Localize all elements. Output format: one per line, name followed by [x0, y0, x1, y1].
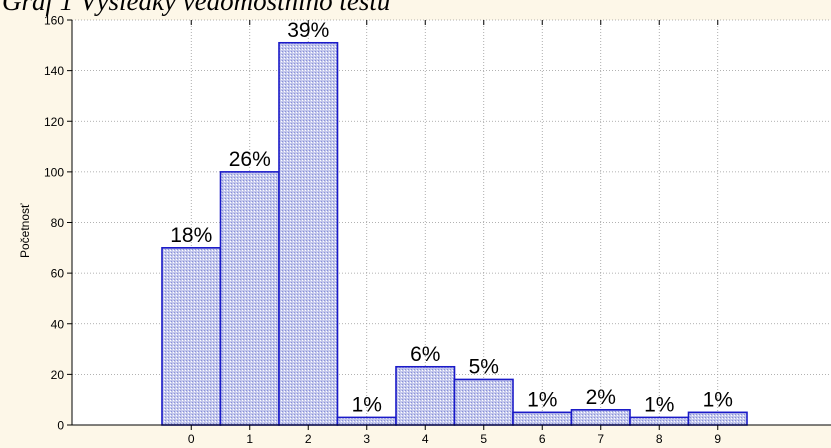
bar [278, 41, 339, 426]
axes: 0 20 40 60 80 100 120 140 160 0 1 2 3 4 5 6 7 8 9 [44, 14, 831, 446]
x-tick-label: 5 [480, 432, 487, 446]
y-tick-label: 60 [51, 267, 65, 281]
data-labels: 18% 26% 39% 1% 6% 5% 1% 2% 1% 1% [170, 19, 733, 417]
y-tick-label: 140 [44, 64, 64, 78]
data-label: 6% [410, 343, 440, 366]
y-tick-label: 120 [44, 115, 64, 129]
data-label: 1% [352, 393, 382, 416]
data-label: 5% [469, 355, 499, 378]
y-tick-label: 20 [51, 368, 65, 382]
x-tick-label: 4 [422, 432, 429, 446]
y-tick-label: 160 [44, 14, 64, 28]
bar [570, 409, 631, 426]
y-tick-label: 80 [51, 216, 65, 230]
x-tick-label: 1 [246, 432, 253, 446]
bar [219, 171, 280, 426]
bars [161, 41, 748, 426]
x-tick-label: 0 [188, 432, 195, 446]
data-label: 26% [229, 148, 271, 171]
data-label: 1% [527, 388, 557, 411]
x-tick-label: 2 [305, 432, 312, 446]
bar [512, 411, 573, 426]
data-label: 1% [703, 388, 733, 411]
data-label: 1% [644, 393, 674, 416]
bar [395, 365, 456, 426]
bar [687, 411, 748, 426]
y-tick-label: 100 [44, 165, 64, 179]
data-label: 18% [170, 224, 212, 247]
y-tick-label: 0 [57, 419, 64, 433]
x-tick-label: 3 [363, 432, 370, 446]
x-tick-label: 6 [539, 432, 546, 446]
y-tick-label: 40 [51, 317, 65, 331]
chart-title: Graf 1 Výsledky vědomostního testu [2, 0, 391, 16]
bar [453, 378, 514, 426]
bar [161, 247, 222, 426]
x-tick-label: 8 [656, 432, 663, 446]
x-tick-label: 9 [714, 432, 721, 446]
x-tick-label: 7 [597, 432, 604, 446]
bar [629, 416, 690, 426]
bar [336, 416, 397, 426]
data-label: 39% [287, 19, 329, 42]
data-label: 2% [586, 386, 616, 409]
